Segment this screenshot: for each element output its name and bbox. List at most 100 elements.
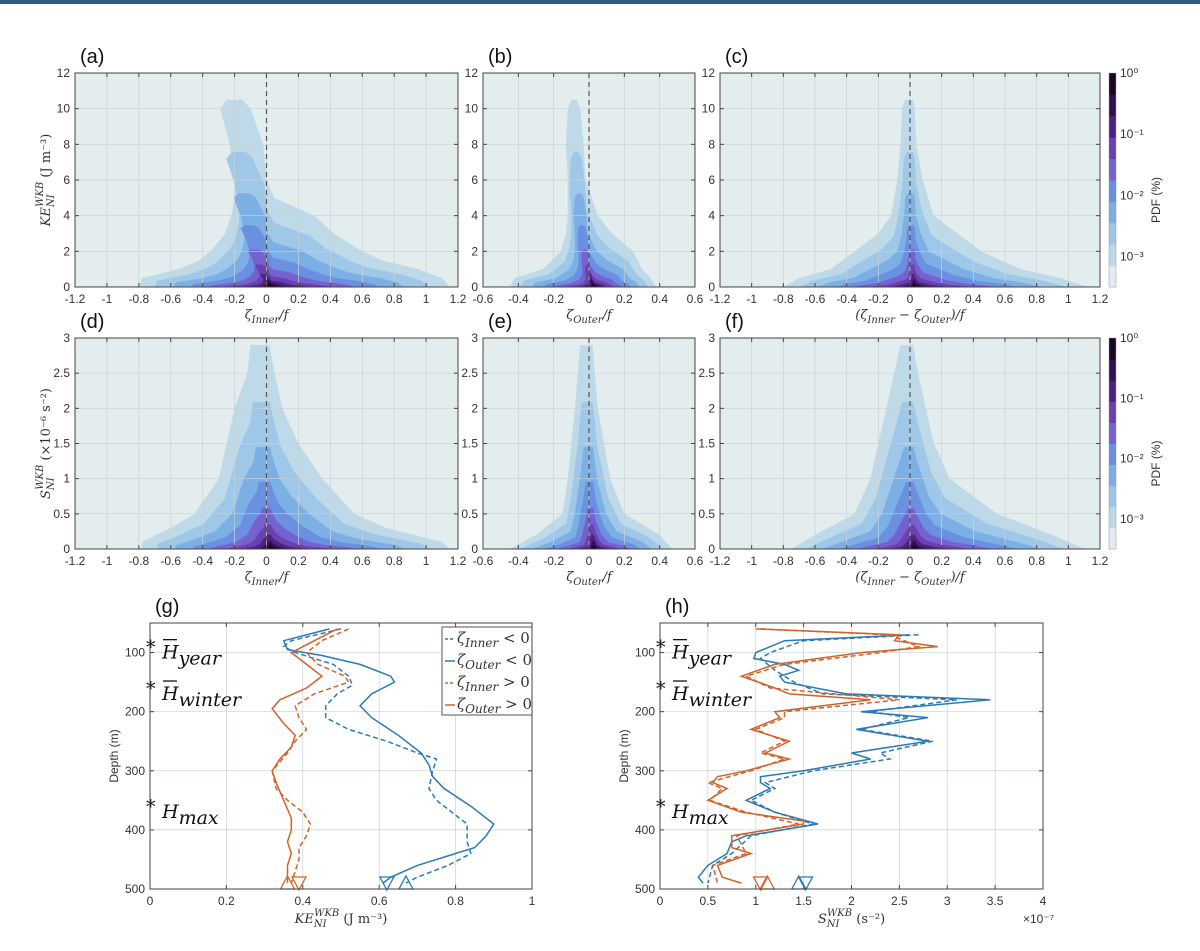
axis-label: (ζInner − ζOuter)/f: [855, 570, 967, 588]
pdf-density-level: [840, 481, 1017, 549]
y-tick-label: 100: [125, 646, 145, 660]
axes-frame: [659, 622, 1044, 890]
label-part: WKB: [314, 908, 339, 919]
colorbar-segment: [1109, 201, 1116, 224]
x-tick-label: 0.2: [290, 292, 307, 306]
y-tick-label: 3: [708, 331, 715, 345]
x-tick-label: -0.4: [192, 292, 213, 306]
pdf-density-level: [175, 447, 404, 549]
annotation-sub: winter: [179, 689, 243, 711]
y-tick-label: 100: [635, 646, 655, 660]
series-line-1: [697, 634, 991, 884]
y-tick-label: 2: [471, 244, 478, 258]
y-tick-label: 1: [471, 472, 478, 486]
annotation-base: H: [671, 801, 689, 823]
x-tick-label: 0: [586, 554, 593, 568]
x-tick-label: -0.2: [543, 292, 564, 306]
colorbar-segment: [1109, 94, 1116, 117]
label-part: /f: [277, 570, 290, 585]
legend-box: [441, 626, 533, 716]
x-tick-label: 0.4: [965, 292, 982, 306]
colorbar-tick-label: 10⁻³: [1120, 512, 1144, 526]
pdf-density-level: [871, 264, 972, 287]
x-tick-label: -0.4: [836, 554, 857, 568]
panel-label: (h): [665, 596, 689, 618]
label-part: NI: [46, 476, 57, 491]
colorbar-segment: [1109, 485, 1116, 508]
colorbar-tick-label: 10⁻¹: [1120, 391, 1144, 405]
axes-frame: [719, 72, 1101, 288]
pdf-density-level: [142, 345, 451, 549]
label-part: /f: [601, 570, 614, 585]
pdf-density-level: [228, 524, 331, 549]
y-tick-label: 0: [63, 542, 70, 556]
legend-entry: ζOuter < 0: [457, 651, 532, 672]
axis-label: (ζInner − ζOuter)/f: [855, 308, 967, 326]
legend-entry: ζInner > 0: [457, 673, 530, 694]
colorbar-segment: [1109, 359, 1116, 381]
annotation-base: H: [671, 683, 689, 705]
x-tick-label: -0.2: [868, 292, 889, 306]
x-tick-label: -1.2: [65, 554, 86, 568]
label-part: Outer: [921, 577, 952, 588]
x-tick-label: -1: [746, 292, 757, 306]
annotation-sub: max: [689, 807, 729, 829]
axes-frame: [74, 337, 459, 550]
x-tick-label: 0.4: [651, 554, 668, 568]
y-tick-label: 300: [125, 764, 145, 778]
x-tick-label: 2: [848, 894, 855, 908]
x-tick-label: 0.4: [322, 554, 339, 568]
panel-d: -1.2 -1 -0.8 -0.6 -0.4 -0.2 0 0.2 0.4 0.6 0.8 1 1.2 0…: [35, 311, 467, 588]
x-tick-label: 1: [1065, 292, 1072, 306]
axes-frame: [482, 72, 696, 288]
label-part: S: [818, 912, 827, 927]
colorbar-segment: [1109, 158, 1116, 181]
x-tick-label: 3.5: [987, 894, 1004, 908]
y-tick-label: 1.5: [53, 437, 70, 451]
annotation-base: H: [671, 642, 689, 664]
colorbar-segment: [1109, 443, 1116, 466]
legend-entry: ζInner < 0: [457, 629, 530, 650]
label-part: Outer: [573, 315, 604, 326]
axis-label: SNIWKB (s⁻²): [818, 908, 885, 930]
annotation-base: H: [161, 801, 179, 823]
x-tick-label: 0.8: [386, 292, 403, 306]
x-tick-label: -0.8: [773, 554, 794, 568]
pdf-density-level: [254, 540, 295, 549]
asterisk-marker: *: [656, 796, 666, 818]
x-tick-label: -0.8: [128, 554, 149, 568]
panel-a: -1.2 -1 -0.8 -0.6 -0.4 -0.2 0 0.2 0.4 0.6 0.8 1 1.2 0…: [35, 46, 467, 326]
x-tick-label: 1: [423, 554, 430, 568]
colorbar-segment: [1109, 422, 1116, 444]
x-tick-label: 0.2: [290, 554, 307, 568]
label-part: (s⁻²): [852, 912, 885, 927]
pdf-density-level: [588, 544, 600, 549]
x-tick-label: 0: [657, 894, 664, 908]
y-tick-label: 6: [471, 173, 478, 187]
x-tick-label: 0.6: [354, 292, 371, 306]
x-tick-label: 0.8: [386, 554, 403, 568]
y-tick-label: 200: [635, 705, 655, 719]
y-tick-label: 200: [125, 705, 145, 719]
x-tick-label: 0.2: [218, 894, 235, 908]
x-tick-label: 0.6: [687, 554, 704, 568]
x-tick-label: 1: [752, 894, 759, 908]
y-tick-label: 400: [125, 823, 145, 837]
x-tick-label: -0.8: [773, 292, 794, 306]
x-tick-label: -0.6: [805, 292, 826, 306]
label-part: S: [39, 490, 54, 499]
axes-frame: [149, 622, 533, 890]
x-tick-label: 1: [423, 292, 430, 306]
colorbar-frame: [1108, 72, 1117, 288]
x-tick-label: 2.5: [891, 894, 908, 908]
colorbar-label: PDF (%): [1149, 177, 1163, 223]
label-part: /f: [277, 308, 290, 323]
colorbar-tick-label: 10⁻¹: [1120, 127, 1144, 141]
label-part: )/f: [949, 308, 966, 323]
x-tick-label: 0.2: [616, 554, 633, 568]
y-tick-label: 2.5: [698, 366, 715, 380]
axis-label: KENIWKB (J m⁻³): [35, 134, 57, 228]
x-tick-label: 0: [263, 292, 270, 306]
series-line-1: [282, 628, 495, 884]
